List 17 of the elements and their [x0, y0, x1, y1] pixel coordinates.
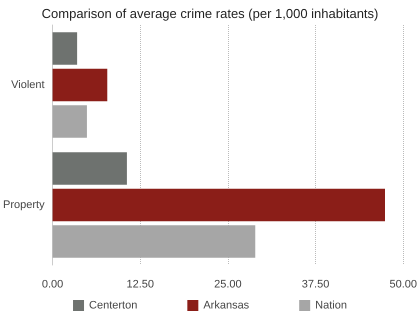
bar: [52, 152, 127, 185]
y-tick-label: Property: [2, 199, 46, 211]
legend-label: Arkansas: [203, 300, 250, 312]
x-tick-label: 37.50: [302, 278, 330, 290]
bar: [52, 68, 108, 102]
chart-title: Comparison of average crime rates (per 1,000 inhabitants): [42, 6, 378, 21]
bar: [52, 105, 87, 138]
y-tick-label: Violent: [11, 79, 45, 91]
x-tick-label: 25.00: [214, 278, 242, 290]
bar: [52, 188, 385, 222]
x-tick-label: 0.00: [42, 278, 64, 290]
bar: [52, 225, 256, 258]
x-tick-label: 12.50: [126, 278, 154, 290]
legend-label: Centerton: [89, 300, 138, 312]
x-tick-label: 50.00: [389, 278, 417, 290]
legend-label: Nation: [315, 300, 347, 312]
bar: [52, 32, 78, 65]
